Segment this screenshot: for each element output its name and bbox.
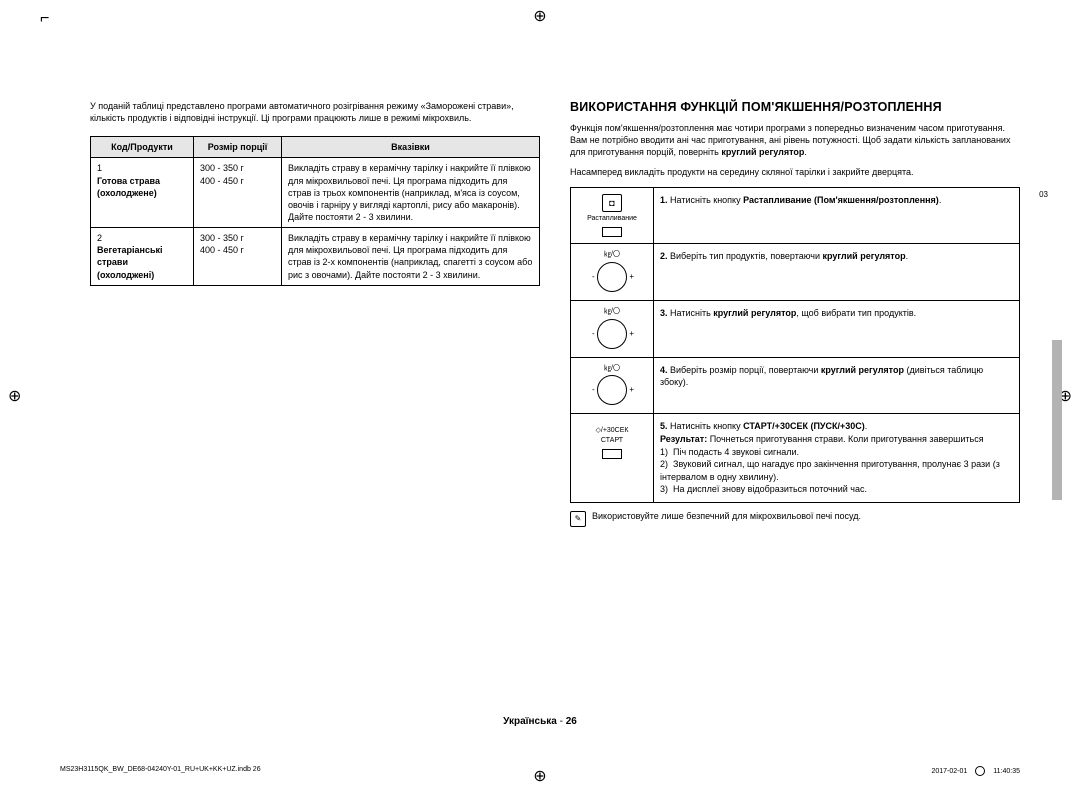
print-file-path: MS23H3115QK_BW_DE68-04240Y-01_RU+UK+KK+U… xyxy=(60,766,261,776)
step-icon-cell: ◇/+30СЕК СТАРТ xyxy=(571,414,654,503)
step-text: 3. Натисніть круглий регулятор, щоб вибр… xyxy=(654,300,1020,357)
dial-label: ㎏/〇 xyxy=(577,364,647,374)
col-header-portion: Розмір порції xyxy=(194,137,282,158)
steps-table: ◘ Растапливание 1. Натисніть кнопку Раст… xyxy=(570,187,1020,503)
dial-icon xyxy=(597,319,627,349)
step-icon-cell: ㎏/〇 xyxy=(571,357,654,414)
intro-text-2: Насамперед викладіть продукти на середин… xyxy=(570,166,1020,178)
note-icon: ✎ xyxy=(570,511,586,527)
soften-button-icon: ◘ xyxy=(602,194,621,213)
step-icon-cell: ◘ Растапливание xyxy=(571,187,654,243)
cell-hint: Викладіть страву в керамічну тарілку і н… xyxy=(282,158,540,228)
intro-text: Функція пом'якшення/розтоплення має чоти… xyxy=(570,122,1020,158)
step-text: 1. Натисніть кнопку Растапливание (Пом'я… xyxy=(654,187,1020,243)
cell-code: 2 Вегетаріанські страви (охолоджені) xyxy=(91,228,194,286)
cell-portion: 300 - 350 г 400 - 450 г xyxy=(194,228,282,286)
step-text: 4. Виберіть розмір порції, повертаючи кр… xyxy=(654,357,1020,414)
section-heading: ВИКОРИСТАННЯ ФУНКЦІЙ ПОМ'ЯКШЕННЯ/РОЗТОПЛ… xyxy=(570,100,1020,114)
cell-code: 1 Готова страва (охолоджене) xyxy=(91,158,194,228)
note: ✎ Використовуйте лише безпечний для мікр… xyxy=(570,511,1020,527)
step-row: ㎏/〇 2. Виберіть тип продуктів, повертаюч… xyxy=(571,243,1020,300)
registration-mark: ⊕ xyxy=(533,6,546,26)
step-row: ◘ Растапливание 1. Натисніть кнопку Раст… xyxy=(571,187,1020,243)
food-table: Код/Продукти Розмір порції Вказівки 1 Го… xyxy=(90,136,540,285)
table-row: 1 Готова страва (охолоджене) 300 - 350 г… xyxy=(91,158,540,228)
col-header-hints: Вказівки xyxy=(282,137,540,158)
step-text: 5. Натисніть кнопку СТАРТ/+30СЕК (ПУСК/+… xyxy=(654,414,1020,503)
step-icon-cell: ㎏/〇 xyxy=(571,243,654,300)
step-text: 2. Виберіть тип продуктів, повертаючи кр… xyxy=(654,243,1020,300)
step-icon-cell: ㎏/〇 xyxy=(571,300,654,357)
button-outline-icon xyxy=(602,449,622,459)
note-text: Використовуйте лише безпечний для мікрох… xyxy=(592,511,861,521)
step-row: ㎏/〇 3. Натисніть круглий регулятор, щоб … xyxy=(571,300,1020,357)
cell-portion: 300 - 350 г 400 - 450 г xyxy=(194,158,282,228)
dial-icon xyxy=(597,375,627,405)
step-row: ◇/+30СЕК СТАРТ 5. Натисніть кнопку СТАРТ… xyxy=(571,414,1020,503)
step-row: ㎏/〇 4. Виберіть розмір порції, повертаюч… xyxy=(571,357,1020,414)
dial-label: ㎏/〇 xyxy=(577,250,647,260)
dial-icon xyxy=(597,262,627,292)
print-footer: MS23H3115QK_BW_DE68-04240Y-01_RU+UK+KK+U… xyxy=(60,766,1020,776)
page-footer: Українська - 26 xyxy=(0,716,1080,727)
icon-label: Растапливание xyxy=(587,215,637,222)
col-header-code: Код/Продукти xyxy=(91,137,194,158)
button-outline-icon xyxy=(602,227,622,237)
section-tab: 03 xyxy=(1039,190,1048,199)
print-time: 11:40:35 xyxy=(993,768,1020,775)
cell-hint: Викладіть страву в керамічну тарілку і н… xyxy=(282,228,540,286)
print-date: 2017-02-01 xyxy=(931,768,967,775)
table-row: 2 Вегетаріанські страви (охолоджені) 300… xyxy=(91,228,540,286)
start-icon-line2: СТАРТ xyxy=(577,436,647,446)
intro-text: У поданій таблиці представлено програми … xyxy=(90,100,540,124)
thumb-tab-bar xyxy=(1052,340,1062,500)
start-icon-line1: ◇/+30СЕК xyxy=(577,426,647,436)
registration-mark: ⊕ xyxy=(8,386,21,406)
clock-icon xyxy=(975,766,985,776)
dial-label: ㎏/〇 xyxy=(577,307,647,317)
crop-mark: ⌐ xyxy=(40,10,49,28)
